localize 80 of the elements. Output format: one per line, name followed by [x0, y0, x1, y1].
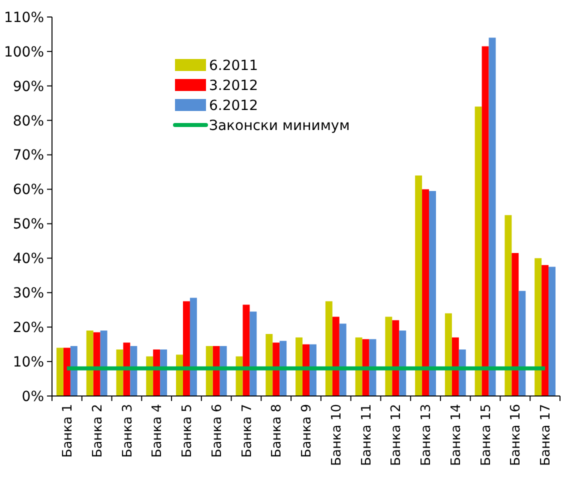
bar — [488, 38, 496, 396]
y-tick-label: 100% — [4, 44, 44, 60]
bar — [212, 346, 220, 396]
y-tick-label: 50% — [12, 216, 44, 233]
x-tick-label: Банка 3 — [120, 404, 136, 458]
x-tick-label: Банка 4 — [150, 404, 166, 458]
bar — [250, 312, 257, 396]
x-tick-label: Банка 15 — [478, 404, 494, 466]
bar — [399, 330, 406, 396]
x-tick-label: Банка 14 — [448, 404, 464, 466]
bar — [56, 348, 64, 396]
bar — [512, 253, 519, 396]
x-tick-label: Банка 13 — [419, 404, 434, 466]
bar — [458, 349, 466, 396]
bar — [280, 340, 287, 396]
bar — [518, 290, 526, 396]
bar — [182, 301, 190, 396]
y-tick-label: 90% — [12, 78, 44, 95]
bar — [362, 339, 370, 396]
bar — [153, 349, 160, 396]
x-tick-label: Банка 9 — [300, 404, 315, 458]
bar — [272, 342, 280, 396]
bar — [422, 189, 430, 396]
bar — [392, 320, 400, 396]
bar — [190, 298, 197, 396]
bar — [542, 265, 549, 396]
legend-label: 6.2011 — [209, 58, 258, 74]
y-tick-label: 0% — [22, 388, 44, 405]
x-tick-label: Банка 2 — [90, 404, 106, 458]
bar — [266, 334, 273, 396]
y-tick-label: 110% — [4, 10, 44, 26]
bar — [332, 316, 340, 396]
y-tick-label: 80% — [12, 113, 44, 130]
bar — [339, 324, 346, 396]
bar — [415, 175, 422, 396]
x-tick-label: Банка 8 — [270, 404, 285, 458]
bar — [504, 215, 512, 396]
bar — [452, 337, 459, 396]
x-tick-label: Банка 10 — [329, 404, 344, 466]
y-tick-label: 40% — [12, 251, 44, 268]
bar — [70, 346, 78, 396]
bar — [548, 266, 556, 396]
bar — [100, 330, 108, 396]
bar — [242, 304, 250, 396]
bar — [474, 106, 482, 396]
bar — [116, 349, 124, 396]
bar — [302, 344, 310, 396]
y-tick-label: 20% — [12, 320, 44, 336]
bar — [160, 349, 168, 396]
bar — [325, 301, 332, 396]
x-tick-label: Банка 16 — [508, 404, 524, 466]
y-tick-label: 70% — [12, 148, 44, 164]
y-tick-label: 30% — [12, 286, 44, 302]
bar — [86, 330, 94, 396]
bar — [220, 346, 227, 396]
bar — [534, 258, 542, 396]
bar — [429, 190, 436, 396]
x-tick-label: Банка 7 — [240, 404, 255, 458]
x-tick-label: Банка 11 — [359, 404, 374, 466]
x-tick-label: Банка 1 — [60, 404, 76, 458]
x-tick-label: Банка 5 — [180, 404, 196, 458]
legend-label: 6.2012 — [209, 98, 258, 114]
bar — [355, 337, 362, 396]
legend-label: 3.2012 — [209, 78, 258, 94]
y-tick-label: 60% — [12, 182, 44, 198]
bar — [444, 313, 452, 396]
x-tick-label: Банка 17 — [538, 404, 554, 466]
bar — [130, 346, 138, 396]
legend-label: Законски минимум — [209, 118, 350, 134]
bar — [385, 316, 392, 396]
bar — [482, 46, 489, 396]
bar — [123, 342, 130, 396]
y-tick-label: 10% — [12, 354, 44, 370]
x-tick-label: Банка 12 — [389, 404, 404, 466]
bar — [309, 344, 316, 396]
bar — [93, 332, 100, 396]
x-tick-label: Банка 6 — [210, 404, 225, 458]
bar — [206, 346, 213, 396]
bar — [63, 348, 70, 396]
bar — [296, 337, 303, 396]
